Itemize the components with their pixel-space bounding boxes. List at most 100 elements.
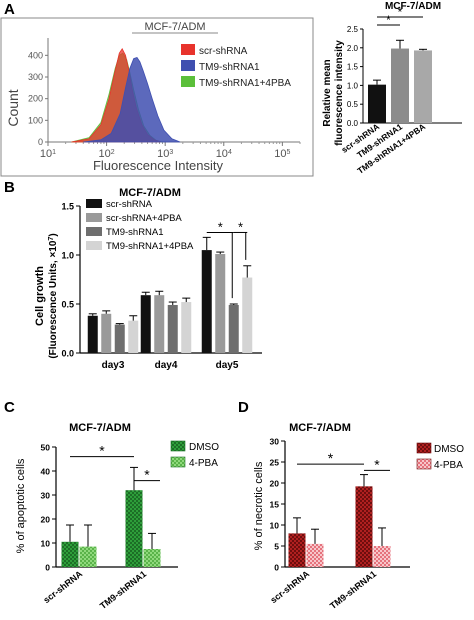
growth-ylabel-units: (Fluorescence Units, ×107)	[48, 233, 60, 358]
growth-bar-scr-shRNA-day3	[87, 315, 98, 353]
necrotic-y-tick-label: 15	[270, 500, 280, 510]
growth-y-tick-label: 1.5	[61, 202, 74, 212]
growth-category-label: day5	[216, 360, 239, 371]
growth-bar-scr-shRNA-day5	[201, 250, 212, 353]
mfi-y-tick-label: 1.0	[347, 81, 359, 90]
mfi-ylabel-line-2: fluorescence intensity	[334, 40, 345, 146]
histogram-legend-label: TM9-shRNA1+4PBA	[199, 78, 291, 89]
growth-legend-label: TM9-shRNA1+4PBA	[106, 241, 194, 252]
apoptotic-y-tick-label: 0	[45, 563, 50, 573]
growth-y-tick-label: 1.0	[61, 251, 74, 261]
histogram-x-tick-label: 101	[40, 148, 56, 160]
histogram-legend-swatch	[181, 60, 195, 71]
necrotic-bar-4-PBA-scr-shRNA	[306, 543, 324, 567]
histogram-legend-label: scr-shRNA	[199, 46, 248, 57]
apoptotic-significance-star: *	[99, 443, 105, 459]
apoptotic-bar-4-PBA-scr-shRNA	[79, 546, 97, 567]
growth-y-tick-label: 0.5	[61, 300, 74, 310]
necrotic-bar-DMSO-TM9-shRNA1	[355, 486, 373, 567]
necrotic-y-tick-label: 5	[274, 542, 279, 552]
histogram-y-tick-label: 100	[28, 115, 43, 125]
panel-letter-b: B	[4, 179, 15, 196]
mfi-y-tick-label: 1.5	[347, 63, 359, 72]
apoptotic-legend-swatch	[170, 456, 186, 468]
panel-letter-d: D	[238, 399, 249, 416]
growth-legend-label: TM9-shRNA1	[106, 227, 164, 238]
apoptotic-legend-swatch	[170, 440, 186, 452]
growth-significance-star: *	[238, 219, 243, 234]
growth-bar-TM9-shRNA1-day5	[228, 304, 239, 353]
histogram-x-tick-label: 104	[216, 148, 232, 160]
histogram-legend-swatch	[181, 76, 195, 87]
growth-bar-scr-shRNA-day4	[140, 295, 151, 353]
panel-letter-c: C	[4, 399, 15, 416]
histogram-x-tick-label: 105	[274, 148, 290, 160]
mfi-title: MCF-7/ADM	[385, 1, 441, 12]
apoptotic-y-tick-label: 10	[41, 539, 51, 549]
apoptotic-title: MCF-7/ADM	[69, 422, 131, 434]
panel-a-mfi-bars: MCF-7/ADM Relative mean fluorescence int…	[322, 1, 462, 176]
panel-c-apoptotic: MCF-7/ADM % of apoptotic cells 0 10 20 30 40…	[15, 422, 219, 611]
histogram-y-tick-label: 400	[28, 50, 43, 60]
growth-legend-label: scr-shRNA	[106, 199, 153, 210]
necrotic-legend: DMSO 4-PBA	[416, 442, 464, 471]
necrotic-y-tick-label: 30	[270, 437, 280, 447]
growth-bar-scr-shRNA+4PBA-day4	[154, 295, 165, 353]
growth-category-label: day4	[155, 360, 178, 371]
growth-bar-scr-shRNA+4PBA-day3	[101, 313, 112, 353]
growth-y-tick-label: 0.0	[61, 349, 74, 359]
necrotic-bar-4-PBA-TM9-shRNA1	[373, 546, 391, 567]
apoptotic-bar-DMSO-TM9-shRNA1	[125, 490, 143, 567]
mfi-ylabel-line-1: Relative mean	[322, 59, 333, 126]
growth-legend-label: scr-shRNA+4PBA	[106, 213, 182, 224]
histogram-legend-label: TM9-shRNA1	[199, 62, 260, 73]
histogram-x-tick-label: 103	[157, 148, 173, 160]
growth-legend-swatch	[86, 227, 102, 236]
apoptotic-significance-star: *	[144, 467, 150, 483]
panel-b-cell-growth: MCF-7/ADM Cell growth (Fluorescence Unit…	[34, 187, 262, 371]
apoptotic-legend-label: 4-PBA	[189, 458, 218, 469]
histogram-legend-swatch	[181, 44, 195, 55]
histogram-xlabel: Fluorescence Intensity	[93, 158, 224, 173]
necrotic-significance-star: *	[328, 450, 334, 466]
apoptotic-ylabel: % of apoptotic cells	[15, 458, 27, 553]
growth-legend-swatch	[86, 213, 102, 222]
panel-a-histogram: MCF-7/ADM Count Fluorescence Intensity 0…	[0, 17, 314, 177]
panel-letter-a: A	[4, 1, 15, 18]
growth-bar-TM9-shRNA1+4PBA-day5	[242, 277, 253, 353]
histogram-frame	[0, 17, 314, 177]
necrotic-y-tick-label: 20	[270, 479, 280, 489]
mfi-y-tick-label: 0.0	[347, 119, 359, 128]
necrotic-y-tick-label: 10	[270, 521, 280, 531]
growth-bar-scr-shRNA+4PBA-day5	[215, 254, 226, 353]
histogram-legend: scr-shRNA TM9-shRNA1 TM9-shRNA1+4PBA	[181, 44, 291, 89]
histogram-y-tick-label: 300	[28, 72, 43, 82]
histogram-curve-TM9-shRNA1	[83, 57, 181, 143]
apoptotic-y-tick-label: 50	[41, 443, 51, 453]
necrotic-ylabel: % of necrotic cells	[253, 461, 265, 550]
mfi-significance-star: *	[386, 13, 391, 27]
growth-title: MCF-7/ADM	[119, 187, 181, 199]
necrotic-bar-DMSO-scr-shRNA	[288, 533, 306, 567]
growth-significance-star: *	[218, 219, 223, 234]
apoptotic-legend: DMSO 4-PBA	[170, 440, 219, 469]
apoptotic-bar-4-PBA-TM9-shRNA1	[143, 549, 161, 567]
apoptotic-category-label: scr-shRNA	[41, 568, 84, 605]
apoptotic-y-tick-label: 40	[41, 467, 51, 477]
histogram-y-tick-label: 200	[28, 94, 43, 104]
mfi-y-tick-label: 0.5	[347, 100, 359, 109]
mfi-bar-TM9-shRNA1+4PBA	[414, 50, 432, 123]
histogram-ylabel: Count	[5, 89, 21, 126]
growth-category-label: day3	[102, 360, 125, 371]
growth-ylabel: Cell growth	[34, 266, 46, 326]
necrotic-category-label: TM9-shRNA1	[328, 569, 378, 611]
mfi-bar-TM9-shRNA1	[391, 48, 409, 123]
necrotic-legend-swatch	[416, 458, 432, 470]
apoptotic-y-tick-label: 20	[41, 515, 51, 525]
necrotic-title: MCF-7/ADM	[289, 422, 351, 434]
necrotic-category-label: scr-shRNA	[268, 568, 311, 605]
necrotic-y-tick-label: 0	[274, 563, 279, 573]
mfi-y-tick-label: 2.0	[347, 44, 359, 53]
necrotic-legend-swatch	[416, 442, 432, 454]
